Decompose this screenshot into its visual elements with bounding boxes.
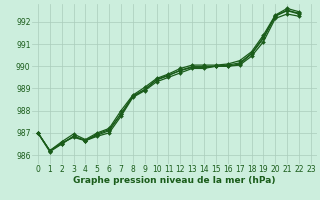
X-axis label: Graphe pression niveau de la mer (hPa): Graphe pression niveau de la mer (hPa) <box>73 176 276 185</box>
